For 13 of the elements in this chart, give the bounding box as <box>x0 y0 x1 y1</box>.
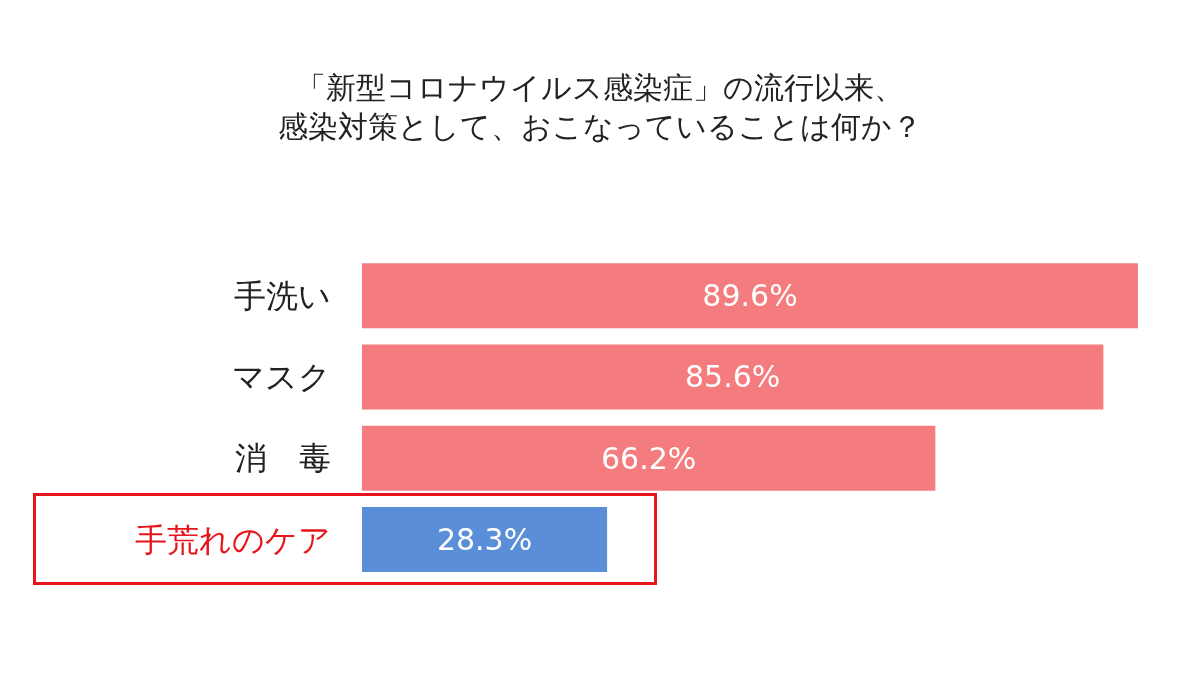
bar <box>362 506 608 572</box>
data-label: 89.6% <box>702 278 798 314</box>
chart-title: 「新型コロナウイルス感染症」の流行以来、感染対策として、おこなっていることは何か？ <box>278 70 922 144</box>
data-label: 66.2% <box>601 440 697 476</box>
bar <box>362 263 1138 329</box>
y-tick-label: 手洗い <box>234 276 331 315</box>
y-tick-label: 消 毒 <box>235 439 331 478</box>
data-label: 85.6% <box>685 359 781 395</box>
bar <box>362 425 936 491</box>
bar <box>362 344 1104 410</box>
y-tick-label: マスク <box>232 358 331 397</box>
y-tick-label: 手荒れのケア <box>135 520 331 559</box>
data-label: 28.3% <box>436 521 533 557</box>
